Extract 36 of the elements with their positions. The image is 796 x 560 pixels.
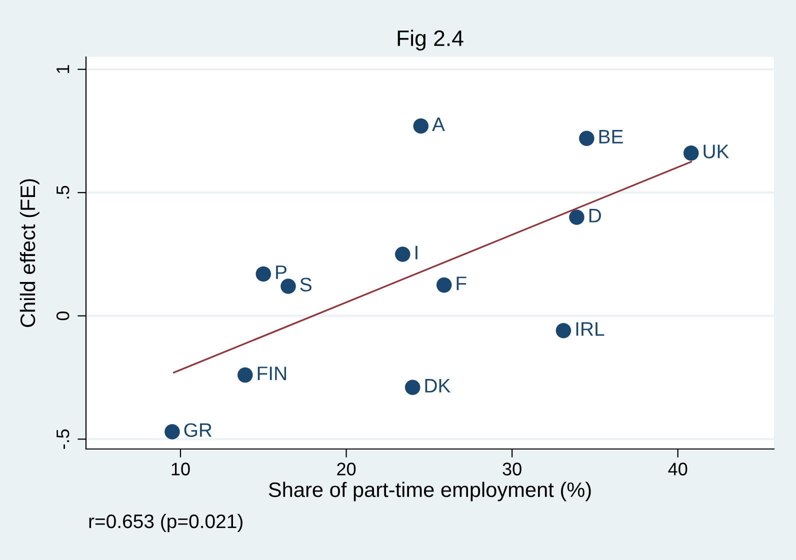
point <box>579 130 594 146</box>
annotation: D <box>589 208 601 222</box>
annotation: A <box>432 118 445 132</box>
annotation: IRL <box>576 322 604 336</box>
point <box>238 367 253 383</box>
y-axis-title: Child effect (FE) <box>20 179 40 328</box>
point <box>404 380 420 396</box>
point <box>683 146 699 161</box>
annotation: BE <box>599 130 623 144</box>
point <box>164 424 180 440</box>
point <box>436 277 452 293</box>
x-tick-label: 40 <box>668 462 688 476</box>
x-tick-label: 20 <box>337 462 356 476</box>
point <box>556 323 572 338</box>
point <box>256 266 272 282</box>
point <box>280 278 296 294</box>
annotation: GR <box>184 423 212 437</box>
y-tick-label: 0 <box>56 312 70 320</box>
x-tick-label: 30 <box>502 462 522 476</box>
annotation: DK <box>425 379 450 392</box>
point <box>395 246 410 262</box>
point <box>569 210 584 225</box>
annotation: FIN <box>258 366 286 380</box>
x-axis-title: Share of part-time employment (%) <box>268 482 591 502</box>
annotation: UK <box>704 144 730 158</box>
x-tick-label: 10 <box>172 462 190 476</box>
annotation: F <box>456 276 466 290</box>
chart-title: Fig 2.4 <box>398 30 464 50</box>
annotation: P <box>276 266 286 279</box>
y-tick-label: -.5 <box>56 429 70 449</box>
point <box>413 118 429 134</box>
annotation: S <box>300 278 312 292</box>
text: r=0.653 (p=0.021) <box>89 514 242 532</box>
y-tick-label: 1 <box>56 65 70 73</box>
y-tick-label: .5 <box>56 186 70 198</box>
annotation: I <box>416 246 418 260</box>
